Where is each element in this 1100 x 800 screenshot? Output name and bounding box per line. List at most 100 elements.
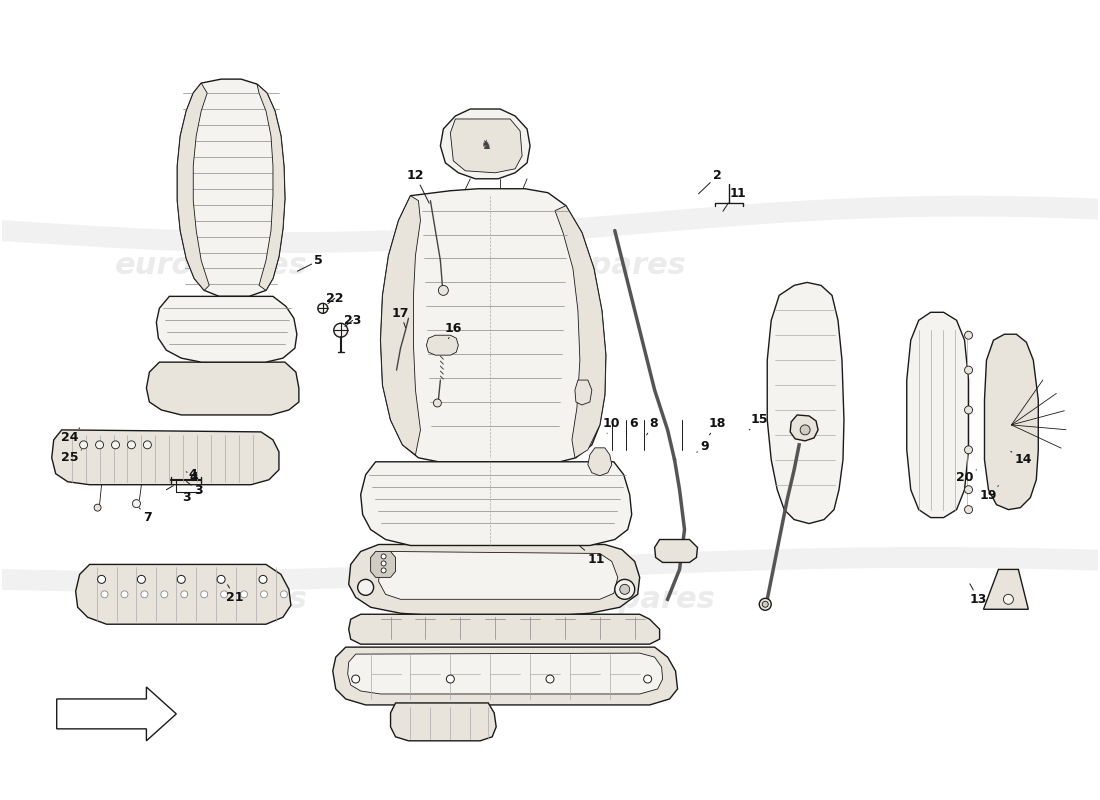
Text: 19: 19	[980, 486, 999, 502]
Circle shape	[132, 500, 141, 508]
Polygon shape	[348, 653, 662, 694]
Text: 1: 1	[723, 187, 739, 211]
Polygon shape	[390, 703, 496, 741]
Polygon shape	[381, 189, 606, 462]
Circle shape	[800, 425, 810, 435]
Circle shape	[101, 591, 108, 598]
Text: eurospares: eurospares	[524, 585, 716, 614]
Circle shape	[180, 591, 188, 598]
Polygon shape	[381, 196, 420, 455]
Text: 15: 15	[749, 414, 768, 430]
Circle shape	[381, 554, 386, 559]
Circle shape	[1003, 594, 1013, 604]
Polygon shape	[984, 334, 1038, 510]
Text: 17: 17	[392, 307, 409, 328]
Circle shape	[439, 286, 449, 295]
Circle shape	[965, 406, 972, 414]
Text: 16: 16	[444, 322, 462, 338]
Polygon shape	[177, 83, 209, 290]
Polygon shape	[257, 84, 285, 290]
Text: 6: 6	[626, 418, 638, 434]
Circle shape	[261, 591, 267, 598]
Text: 4: 4	[189, 468, 198, 482]
Text: 23: 23	[344, 314, 362, 326]
Circle shape	[352, 675, 360, 683]
Circle shape	[143, 441, 152, 449]
Polygon shape	[146, 362, 299, 415]
Polygon shape	[371, 551, 396, 578]
Polygon shape	[790, 415, 818, 441]
Text: 3: 3	[182, 491, 190, 504]
Circle shape	[965, 366, 972, 374]
Text: 21: 21	[227, 585, 244, 604]
Text: 24: 24	[60, 428, 79, 444]
Circle shape	[141, 591, 147, 598]
Circle shape	[762, 602, 768, 607]
Text: 9: 9	[696, 440, 708, 454]
Circle shape	[333, 323, 348, 338]
Text: 20: 20	[956, 470, 977, 484]
Circle shape	[381, 568, 386, 573]
Polygon shape	[440, 109, 530, 178]
Text: 22: 22	[326, 292, 343, 305]
Text: 7: 7	[140, 508, 152, 524]
Text: 1: 1	[736, 187, 745, 200]
Text: 13: 13	[970, 584, 987, 606]
Circle shape	[95, 504, 101, 511]
Circle shape	[358, 579, 374, 595]
Text: eurospares: eurospares	[114, 585, 308, 614]
Circle shape	[280, 591, 287, 598]
Polygon shape	[654, 539, 697, 562]
Text: 18: 18	[708, 418, 726, 435]
Polygon shape	[427, 335, 459, 355]
Polygon shape	[450, 119, 522, 173]
Polygon shape	[361, 462, 631, 546]
Circle shape	[318, 303, 328, 314]
Polygon shape	[349, 545, 640, 615]
Circle shape	[965, 506, 972, 514]
Polygon shape	[378, 551, 618, 599]
Circle shape	[161, 591, 168, 598]
Circle shape	[111, 441, 120, 449]
Circle shape	[221, 591, 228, 598]
Text: 5: 5	[297, 254, 323, 271]
Text: 4: 4	[186, 471, 199, 484]
Text: 14: 14	[1011, 451, 1032, 466]
Circle shape	[619, 584, 629, 594]
Circle shape	[644, 675, 651, 683]
Polygon shape	[76, 565, 290, 624]
Polygon shape	[556, 206, 606, 458]
Circle shape	[965, 446, 972, 454]
Text: 11: 11	[580, 546, 605, 566]
Circle shape	[759, 598, 771, 610]
Text: 3: 3	[187, 482, 202, 497]
Polygon shape	[177, 79, 285, 296]
Circle shape	[965, 331, 972, 339]
Circle shape	[138, 575, 145, 583]
Text: 12: 12	[407, 170, 429, 203]
Polygon shape	[587, 448, 612, 476]
Circle shape	[98, 575, 106, 583]
Polygon shape	[333, 647, 678, 705]
Text: 25: 25	[60, 450, 81, 464]
Circle shape	[615, 579, 635, 599]
Polygon shape	[57, 687, 176, 741]
Polygon shape	[575, 380, 592, 405]
Circle shape	[965, 486, 972, 494]
Circle shape	[447, 675, 454, 683]
Text: eurospares: eurospares	[494, 251, 686, 280]
Polygon shape	[767, 282, 844, 523]
Polygon shape	[349, 614, 660, 644]
Polygon shape	[52, 430, 279, 485]
Circle shape	[177, 575, 185, 583]
Text: 10: 10	[603, 418, 620, 434]
Polygon shape	[983, 570, 1028, 610]
Circle shape	[546, 675, 554, 683]
Text: eurospares: eurospares	[114, 251, 308, 280]
Polygon shape	[156, 296, 297, 362]
Circle shape	[258, 575, 267, 583]
Circle shape	[128, 441, 135, 449]
Circle shape	[433, 399, 441, 407]
Circle shape	[241, 591, 248, 598]
Circle shape	[121, 591, 128, 598]
